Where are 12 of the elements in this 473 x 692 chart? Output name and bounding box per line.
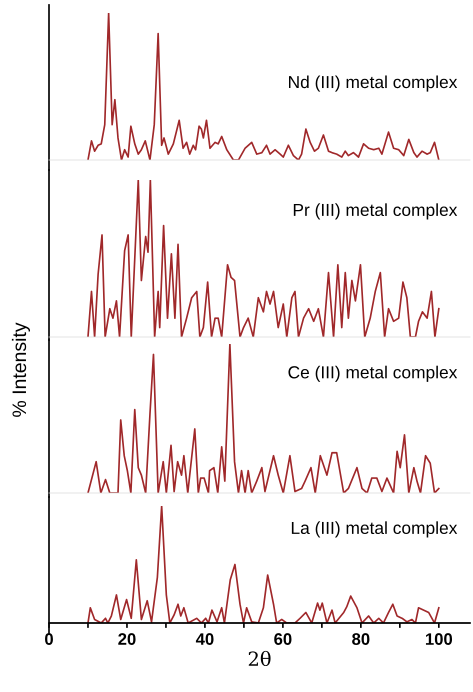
x-tick-label: 40 bbox=[196, 633, 214, 645]
x-tick-label: 20 bbox=[118, 633, 136, 645]
x-tick-label: 80 bbox=[352, 633, 370, 645]
y-axis-title: % Intensity bbox=[12, 322, 30, 417]
text: Ce (III) metal complex bbox=[288, 366, 458, 382]
text: Pr (III) metal complex bbox=[294, 203, 458, 220]
x-tick-label: 100 bbox=[426, 633, 452, 645]
x-axis-title: 2θ bbox=[248, 650, 271, 666]
text: La (III) metal complex bbox=[292, 521, 458, 538]
x-tick-label: 0 bbox=[45, 633, 53, 645]
x-tick-label: 60 bbox=[274, 633, 292, 645]
text: Nd (III) metal complex bbox=[289, 75, 458, 92]
